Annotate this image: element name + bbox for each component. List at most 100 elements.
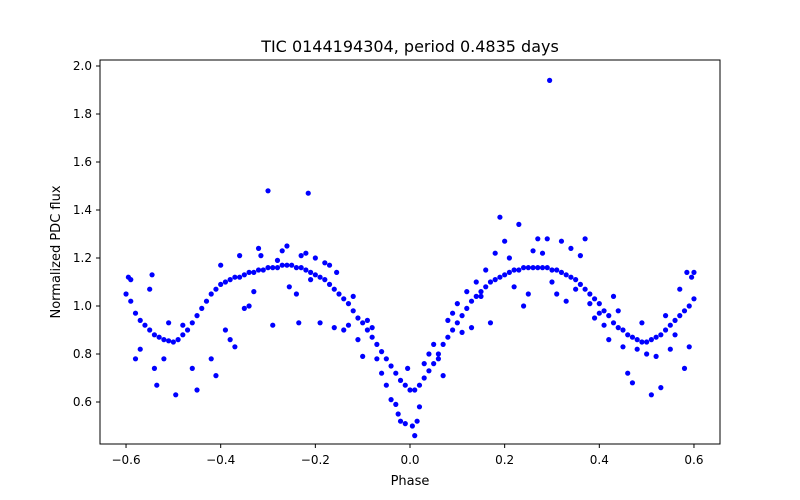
data-point-0-21 (222, 279, 229, 285)
data-point-0-199 (487, 320, 494, 326)
data-point-0-238 (667, 346, 673, 352)
data-point-0-177 (395, 411, 401, 417)
x-tick-label-2: −0.2 (301, 453, 330, 467)
data-point-0-151 (284, 243, 290, 249)
data-point-0-72 (464, 305, 470, 311)
data-point-0-160 (317, 320, 323, 326)
data-point-0-236 (658, 385, 664, 391)
data-point-0-91 (554, 267, 560, 273)
data-point-0-88 (539, 265, 546, 271)
data-point-0-180 (405, 365, 411, 371)
data-point-0-1 (128, 298, 134, 304)
data-point-0-133 (189, 365, 195, 371)
data-point-0-78 (492, 277, 498, 283)
data-point-0-171 (369, 325, 375, 331)
data-point-0-147 (265, 188, 271, 194)
data-point-0-111 (648, 337, 654, 343)
data-point-0-158 (308, 277, 314, 283)
data-point-0-191 (450, 310, 456, 316)
data-point-0-3 (137, 317, 143, 323)
data-point-0-139 (227, 337, 233, 343)
data-point-0-79 (497, 274, 503, 280)
data-point-0-110 (644, 339, 650, 345)
data-point-0-105 (620, 327, 626, 333)
data-point-0-84 (520, 265, 527, 271)
data-point-0-185 (421, 361, 427, 367)
data-point-0-144 (251, 289, 257, 295)
data-point-0-235 (653, 353, 659, 359)
data-point-0-169 (360, 353, 366, 359)
data-point-0-216 (563, 298, 569, 304)
data-point-0-108 (634, 337, 640, 343)
data-point-0-10 (170, 339, 176, 345)
data-point-0-89 (544, 265, 550, 271)
data-point-0-149 (274, 257, 281, 263)
data-point-0-81 (506, 269, 512, 275)
data-point-0-211 (544, 236, 550, 242)
data-point-0-244 (689, 274, 695, 280)
data-point-0-208 (530, 248, 536, 254)
data-point-0-90 (549, 267, 555, 273)
data-point-0-47 (345, 301, 352, 307)
data-point-0-38 (303, 267, 309, 273)
data-point-0-230 (629, 380, 636, 386)
data-point-0-184 (416, 404, 423, 410)
data-point-0-27 (251, 269, 257, 275)
data-point-0-86 (530, 265, 536, 271)
data-point-0-44 (331, 286, 337, 292)
data-point-0-41 (317, 274, 323, 280)
data-point-0-207 (525, 291, 531, 297)
data-point-0-225 (606, 337, 612, 343)
data-point-0-130 (166, 320, 172, 326)
data-point-0-179 (402, 421, 408, 427)
data-point-0-23 (232, 274, 238, 280)
data-point-0-209 (535, 236, 541, 242)
data-point-0-82 (511, 267, 517, 273)
data-point-0-75 (478, 289, 484, 295)
data-point-0-155 (298, 253, 304, 259)
data-point-0-182 (412, 433, 418, 439)
data-point-0-116 (672, 317, 678, 323)
data-point-0-19 (213, 286, 219, 292)
data-point-0-31 (270, 265, 276, 271)
data-point-0-103 (610, 320, 617, 326)
x-axis-label: Phase (391, 474, 430, 489)
data-point-0-24 (237, 274, 243, 280)
data-point-0-102 (606, 313, 612, 319)
data-point-0-32 (274, 265, 281, 271)
data-point-0-129 (161, 356, 167, 362)
data-point-0-7 (156, 334, 162, 340)
data-point-0-173 (379, 370, 385, 376)
data-point-0-223 (596, 310, 602, 316)
data-point-0-53 (374, 341, 380, 347)
data-point-0-231 (634, 346, 640, 352)
data-point-0-96 (577, 281, 583, 287)
y-axis-ticks: 0.6 0.8 1.0 1.2 1.4 1.6 1.8 2.0 (73, 59, 100, 409)
data-point-0-131 (173, 392, 179, 398)
data-point-0-234 (648, 392, 654, 398)
data-point-0-215 (558, 238, 565, 244)
data-point-0-115 (667, 322, 673, 328)
data-point-0-45 (336, 291, 342, 297)
data-point-0-124 (137, 346, 143, 352)
data-point-0-190 (445, 317, 451, 323)
data-point-0-33 (279, 262, 285, 268)
data-point-0-202 (502, 238, 508, 244)
data-point-0-135 (208, 356, 214, 362)
data-point-0-189 (440, 373, 446, 379)
data-point-0-200 (492, 250, 498, 256)
data-point-0-220 (582, 236, 588, 242)
data-point-0-213 (549, 279, 555, 285)
data-point-0-22 (227, 277, 233, 283)
data-point-0-35 (289, 262, 295, 268)
data-point-0-43 (326, 281, 333, 287)
data-point-0-186 (426, 351, 432, 357)
data-point-0-240 (677, 286, 683, 292)
data-point-0-143 (246, 303, 252, 309)
data-point-0-152 (286, 284, 292, 290)
data-point-0-138 (222, 327, 229, 333)
data-point-0-165 (341, 327, 347, 333)
data-point-0-168 (355, 337, 361, 343)
data-point-0-49 (355, 315, 361, 321)
y-tick-label-6: 1.6 (73, 155, 92, 169)
